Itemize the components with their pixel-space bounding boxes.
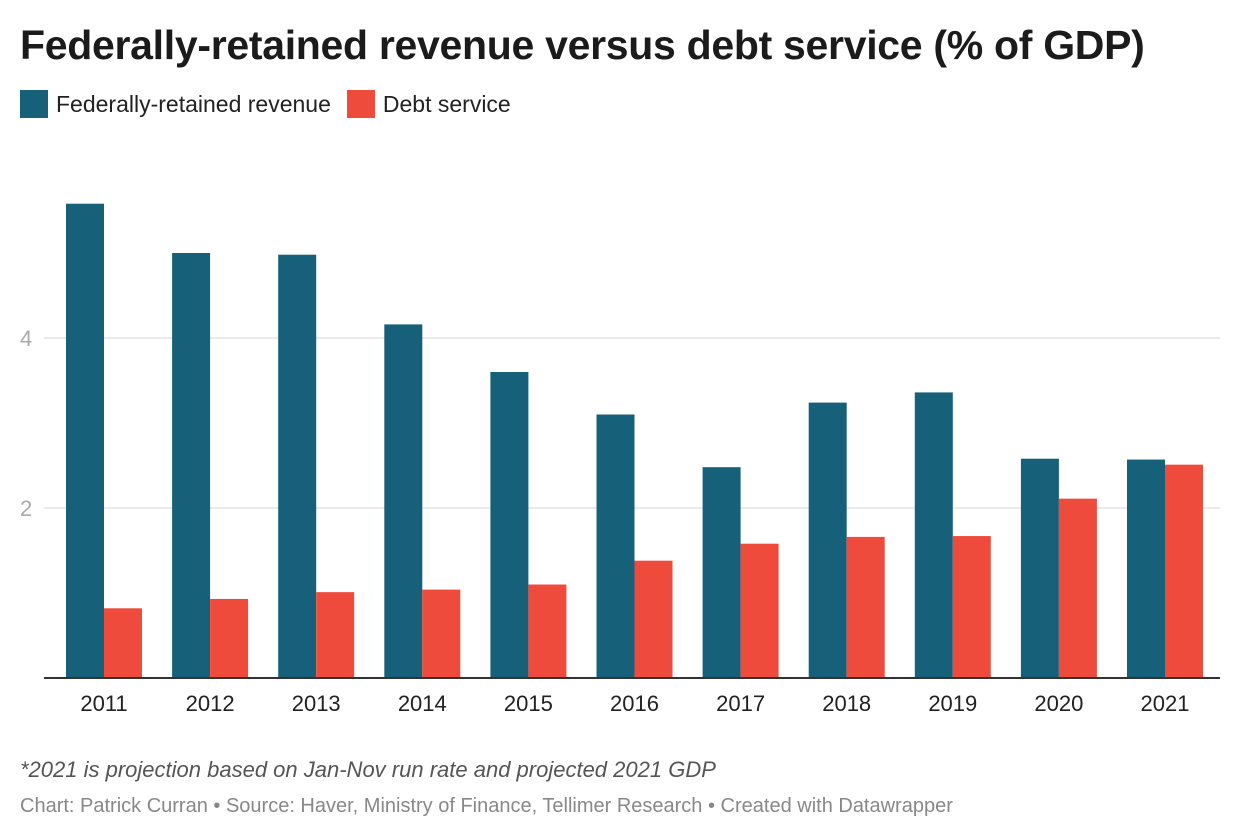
legend-label-debt: Debt service: [382, 90, 511, 117]
y-tick-label-4: 4: [20, 326, 32, 351]
legend-label-revenue: Federally-retained revenue: [56, 90, 331, 117]
x-tick-label-2015: 2015: [504, 691, 553, 716]
bar-revenue-2014: [384, 324, 423, 678]
bar-revenue-2021: [1127, 459, 1165, 678]
bar-revenue-2011: [66, 203, 104, 678]
legend-swatch-debt: [346, 90, 375, 118]
bar-revenue-2020: [1020, 458, 1059, 678]
x-tick-label-2018: 2018: [822, 691, 871, 716]
x-tick-label-2017: 2017: [716, 691, 765, 716]
legend: Federally-retained revenue Debt service: [20, 90, 527, 118]
x-tick-label-2013: 2013: [292, 691, 341, 716]
bar-revenue-2019: [914, 392, 953, 678]
bar-revenue-2012: [172, 253, 211, 678]
bar-debt-service-2011: [104, 608, 142, 678]
bar-debt-service-2018: [846, 536, 885, 678]
bar-revenue-2016: [596, 414, 635, 678]
footnote: *2021 is projection based on Jan-Nov run…: [20, 757, 716, 782]
credits: Chart: Patrick Curran • Source: Haver, M…: [20, 795, 953, 817]
bar-revenue-2018: [808, 402, 847, 678]
chart-title: Federally-retained revenue versus debt s…: [20, 22, 1145, 68]
x-tick-label-2016: 2016: [610, 691, 659, 716]
bar-debt-service-2019: [952, 536, 991, 678]
bar-revenue-2015: [490, 372, 529, 678]
legend-item-revenue: Federally-retained revenue: [20, 90, 331, 118]
y-tick-label-2: 2: [20, 496, 32, 521]
bar-debt-service-2017: [740, 543, 779, 678]
x-tick-label-2014: 2014: [398, 691, 447, 716]
bar-debt-service-2015: [528, 584, 567, 678]
bar-debt-service-2021: [1165, 464, 1203, 678]
bar-debt-service-2020: [1058, 498, 1097, 678]
bar-debt-service-2014: [422, 589, 461, 678]
x-tick-label-2021: 2021: [1141, 691, 1190, 716]
bar-debt-service-2012: [210, 598, 249, 678]
x-tick-label-2012: 2012: [186, 691, 235, 716]
legend-swatch-revenue: [20, 90, 48, 118]
bar-revenue-2017: [702, 467, 741, 678]
legend-item-debt: Debt service: [346, 90, 511, 118]
x-tick-label-2019: 2019: [928, 691, 977, 716]
x-tick-label-2020: 2020: [1034, 691, 1083, 716]
bar-revenue-2013: [278, 254, 317, 678]
bar-debt-service-2013: [316, 592, 355, 678]
x-tick-label-2011: 2011: [80, 691, 127, 716]
bar-debt-service-2016: [634, 560, 673, 678]
bar-chart: 2 4 2011 2012 2013 2014 2015 2016 2017 2018 2019 20…: [20, 203, 1220, 716]
